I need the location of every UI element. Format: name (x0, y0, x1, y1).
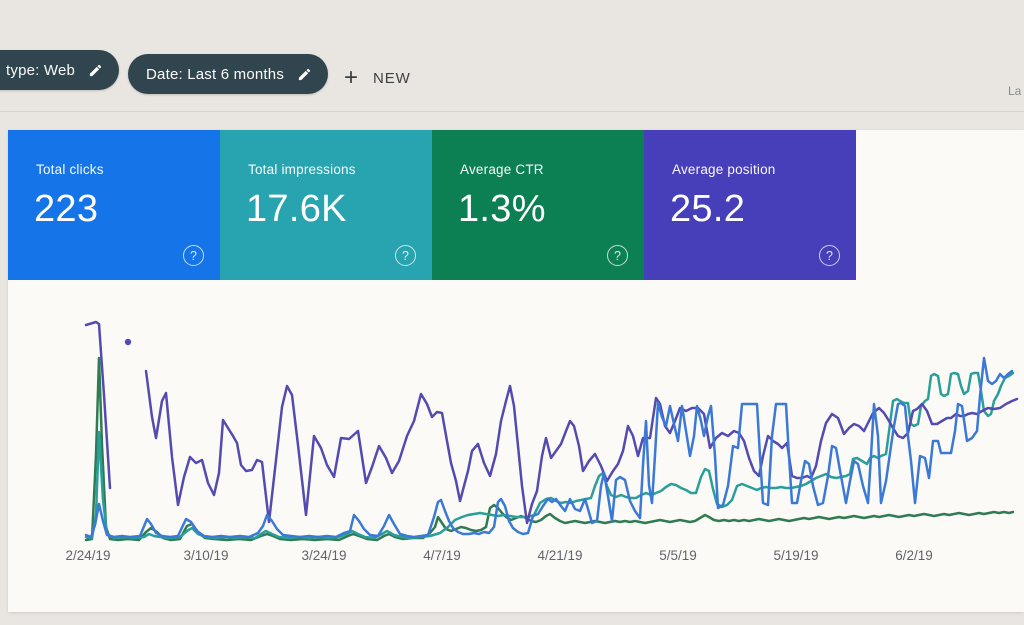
last-updated-text-truncated: La (1008, 84, 1022, 98)
filter-chip-date-range-label: Date: Last 6 months (146, 65, 285, 83)
average-position-card[interactable]: Average position 25.2 ? (644, 130, 856, 280)
average-position-value: 25.2 (670, 188, 746, 230)
performance-chart[interactable] (0, 305, 1024, 555)
average-ctr-card[interactable]: Average CTR 1.3% ? (432, 130, 644, 280)
total-impressions-label: Total impressions (248, 162, 356, 177)
help-icon[interactable]: ? (607, 245, 628, 266)
edit-icon[interactable] (297, 67, 312, 82)
series-clicks-line (84, 356, 1014, 539)
average-ctr-label: Average CTR (460, 162, 544, 177)
help-icon[interactable]: ? (395, 245, 416, 266)
x-axis-label: 6/2/19 (895, 548, 933, 563)
filter-chip-search-type[interactable]: type: Web (0, 50, 120, 90)
x-axis-label: 5/5/19 (659, 548, 697, 563)
x-axis-label: 5/19/19 (773, 548, 819, 563)
help-icon[interactable]: ? (819, 245, 840, 266)
chart-x-axis: 2/24/19 3/10/19 3/24/19 4/7/19 4/21/19 5/5/19… (0, 548, 1024, 568)
x-axis-label: 2/24/19 (65, 548, 111, 563)
total-clicks-card[interactable]: Total clicks 223 ? (8, 130, 220, 280)
performance-report-panel: Total clicks 223 ? Total impressions 17.… (8, 130, 1024, 612)
total-impressions-value: 17.6K (246, 188, 347, 230)
toolbar-divider (0, 111, 1024, 112)
new-filter-button-label: NEW (373, 69, 411, 87)
plus-icon: + (344, 64, 359, 91)
total-impressions-card[interactable]: Total impressions 17.6K ? (220, 130, 432, 280)
average-ctr-value: 1.3% (458, 188, 546, 230)
metric-cards-row: Total clicks 223 ? Total impressions 17.… (8, 130, 856, 280)
total-clicks-label: Total clicks (36, 162, 104, 177)
total-clicks-value: 223 (34, 188, 99, 230)
series-ctr-line (84, 356, 1015, 542)
series-position-line (144, 369, 1019, 525)
average-position-label: Average position (672, 162, 776, 177)
filter-chip-date-range[interactable]: Date: Last 6 months (128, 54, 329, 94)
series-position-point (124, 338, 132, 346)
edit-icon[interactable] (88, 63, 103, 78)
series-position-line (84, 320, 112, 490)
new-filter-button[interactable]: + NEW (344, 60, 411, 96)
filter-chip-search-type-label: type: Web (6, 61, 76, 79)
x-axis-label: 3/24/19 (301, 548, 347, 563)
help-icon[interactable]: ? (183, 245, 204, 266)
x-axis-label: 4/21/19 (537, 548, 583, 563)
x-axis-label: 3/10/19 (183, 548, 229, 563)
x-axis-label: 4/7/19 (423, 548, 461, 563)
